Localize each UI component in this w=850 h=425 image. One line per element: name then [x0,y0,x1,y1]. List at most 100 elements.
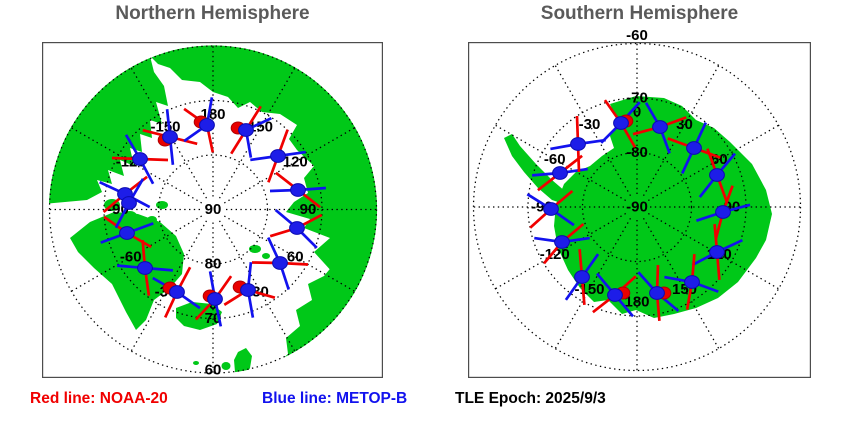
metopb-marker [272,256,288,270]
metopb-marker [240,283,256,297]
metopb-marker [709,168,725,182]
meridian-line [71,215,203,292]
latitude-ring [472,42,802,372]
metopb-marker [121,196,137,210]
longitude-label: 120 [283,154,308,171]
satellite-cluster [632,102,687,154]
island [221,362,231,370]
metopb-marker [570,137,586,151]
latitude-ring [581,151,693,263]
satellite-cluster [269,208,323,249]
longitude-label: -60 [120,249,142,266]
metopb-marker [199,118,215,132]
metopb-marker [613,116,629,130]
satellite-cluster [592,272,637,318]
island [123,211,137,221]
landmass [48,52,168,204]
satellite-cluster [183,97,215,153]
meridian-line [495,212,627,290]
metopb-marker [270,149,286,163]
metopb-marker [137,261,153,275]
legend-noaa20: Red line: NOAA-20 [30,390,168,407]
metopb-marker [119,226,135,240]
legend-tle-epoch: TLE Epoch: 2025/9/3 [455,390,606,407]
longitude-label: 180 [624,294,649,311]
satellite-cluster [637,264,680,322]
satellite-cluster [698,148,737,202]
landmass [147,45,378,289]
longitude-label: -60 [544,151,566,168]
legend-metopb: Blue line: METOP-B [262,390,408,407]
latitude-label: -60 [626,27,648,44]
metopb-marker [169,285,185,299]
satellite-cluster [664,253,719,310]
north-hemisphere-title: Northern Hemisphere [115,3,310,24]
meridian-line [223,127,355,204]
metopb-marker [652,120,668,134]
metopb-marker [132,152,148,166]
meridian-line [647,124,779,202]
metopb-marker [289,221,305,235]
satellite-cluster [116,239,174,296]
metopb-marker [607,288,623,302]
metopb-marker [554,235,570,249]
island [249,245,261,253]
latitude-label: 90 [205,201,222,218]
latitude-label: 80 [205,256,222,273]
meridian-line [554,217,632,349]
plot-frame [42,42,383,378]
satellite-cluster [564,248,600,306]
satellite-cluster [534,222,590,265]
satellite-cluster [667,122,721,174]
landmass [504,134,566,204]
south-hemisphere-map: -150-120-90-60-300306090120150180-90-80-… [468,27,811,378]
meridian-line [218,220,296,352]
longitude-label: 0 [633,104,641,121]
metopb-marker [290,183,306,197]
satellite-cluster [250,129,306,183]
south-hemisphere-title: Southern Hemisphere [540,3,739,24]
latitude-label: -70 [626,90,648,107]
metopb-marker [162,130,178,144]
metopb-marker [238,123,254,137]
graticule [48,45,378,374]
latitude-label: 60 [205,362,222,379]
metopb-marker [552,166,568,180]
north-polar-map: -150-120-90-60-3003060901201501809080706… [42,16,383,379]
metopb-marker [649,286,665,300]
satellite-cluster [230,105,272,158]
satellite-cluster [550,115,606,173]
island [193,361,199,365]
island [156,201,168,209]
satellite-cluster [695,185,751,240]
satellite-cluster [691,223,743,281]
meridian-line [642,217,720,349]
longitude-label: 60 [287,249,304,266]
satellite-cluster [223,262,276,318]
satellite-cluster [526,189,575,229]
island [94,219,106,229]
meridian-line [71,127,203,204]
metopb-marker [715,205,731,219]
satellite-cluster [142,109,198,165]
metopb-marker [543,202,559,216]
longitude-label: 150 [248,119,273,136]
satellite-cluster [111,134,169,185]
island [147,216,157,224]
satellite-cluster [152,266,201,318]
satellite-cluster [269,171,326,209]
meridian-line [495,124,627,202]
satellite-cluster [251,237,309,291]
island [485,82,491,86]
south-polar-map: -150-120-90-60-300306090120150180-90-80-… [468,16,811,378]
satellite-cluster [114,178,145,229]
metopb-marker [709,245,725,259]
satellite-cluster [194,271,233,327]
plot-frame [468,42,811,378]
satellite-cluster [100,215,154,249]
meridian-line [642,65,720,197]
meridian-line [130,67,208,199]
longitude-label: -30 [579,116,601,133]
meridian-line [554,65,632,197]
